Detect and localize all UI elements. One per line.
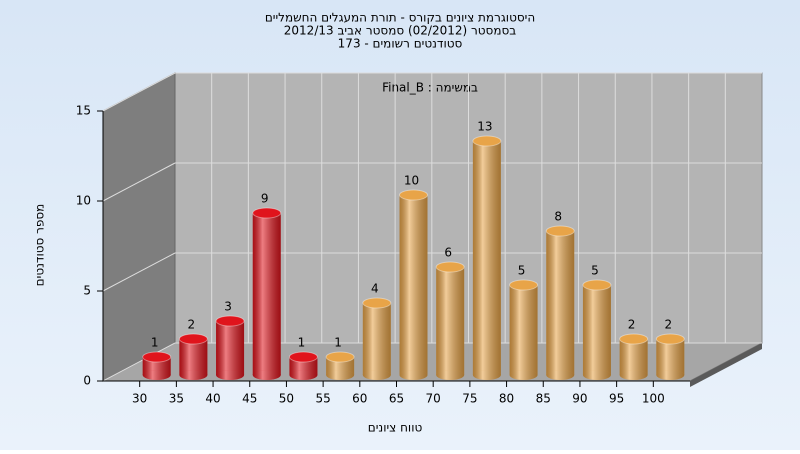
- value-label: 9: [261, 192, 269, 206]
- bar-shade: [326, 357, 355, 375]
- annotation: במשימה : Final_B: [382, 81, 478, 95]
- x-tick-label: 80: [499, 392, 514, 406]
- bar-shade: [509, 285, 538, 375]
- bar-base-shade: [252, 370, 281, 380]
- chart-title: סטודנטים רשומים - 173: [338, 37, 463, 51]
- bar-base-shade: [619, 370, 648, 380]
- grid-line: [102, 342, 176, 382]
- bar-base-shade: [179, 370, 208, 380]
- x-tick-label: 70: [426, 392, 441, 406]
- bar-base-shade: [216, 370, 245, 380]
- x-tick-label: 85: [536, 392, 551, 406]
- bar-top: [545, 225, 575, 237]
- x-tick-label: 45: [242, 392, 257, 406]
- value-label: 10: [404, 174, 419, 188]
- value-label: 3: [224, 300, 232, 314]
- chart-title: בסמסטר (02/2012) סמסטר אביב 2012/13: [284, 24, 516, 38]
- bar-shade: [216, 321, 245, 375]
- bar-shade: [252, 213, 281, 375]
- x-tick-label: 100: [642, 392, 665, 406]
- y-axis-label: מספר סטודנטים: [33, 204, 47, 287]
- x-axis-label: טווח ציונים: [368, 421, 423, 435]
- bar-shade: [399, 195, 428, 375]
- value-label: 5: [591, 264, 599, 278]
- x-tick-label: 75: [462, 392, 477, 406]
- value-label: 6: [444, 246, 452, 260]
- value-label: 2: [628, 318, 636, 332]
- x-tick-label: 90: [572, 392, 587, 406]
- x-tick-label: 95: [609, 392, 624, 406]
- x-tick-label: 50: [279, 392, 294, 406]
- bar-shade: [436, 267, 465, 375]
- grid-line: [102, 252, 176, 292]
- value-label: 1: [151, 336, 159, 350]
- bar-top: [582, 279, 612, 291]
- bar-base-shade: [289, 370, 318, 380]
- y-tick-label: 5: [83, 284, 91, 298]
- bar-base-shade: [582, 370, 611, 380]
- y-tick-label: 0: [83, 374, 91, 388]
- bar-top: [325, 351, 355, 363]
- bar-top: [362, 297, 392, 309]
- x-tick-label: 40: [205, 392, 220, 406]
- bar-shade: [142, 357, 171, 375]
- bar-top: [619, 333, 649, 345]
- value-label: 5: [518, 264, 526, 278]
- bar-top: [655, 333, 685, 345]
- chart-title: היסטוגרמת ציונים בקורס - תורת המעגלים הח…: [265, 11, 535, 25]
- grid-line: [102, 162, 176, 202]
- bar-top: [399, 189, 428, 201]
- value-label: 13: [477, 120, 492, 134]
- bar-base-shade: [509, 370, 538, 380]
- bar-base-shade: [399, 370, 428, 380]
- bar-shade: [179, 339, 208, 375]
- bar-base-shade: [326, 370, 355, 380]
- x-tick-label: 60: [352, 392, 367, 406]
- bar-top: [178, 333, 208, 345]
- bar-shade: [362, 303, 391, 375]
- bar-shade: [546, 231, 575, 375]
- bar-shade: [619, 339, 648, 375]
- bar-top: [435, 261, 465, 273]
- value-label: 2: [664, 318, 672, 332]
- bar-top: [288, 351, 318, 363]
- bar-top: [509, 279, 539, 291]
- bar-base-shade: [546, 370, 575, 380]
- x-tick-label: 30: [132, 392, 147, 406]
- bar-top: [472, 135, 502, 147]
- x-tick-label: 35: [169, 392, 184, 406]
- value-label: 4: [371, 282, 379, 296]
- x-tick-label: 55: [315, 392, 330, 406]
- bar-shade: [472, 141, 501, 375]
- value-label: 2: [188, 318, 196, 332]
- bar-base-shade: [142, 370, 171, 380]
- side-wall: [102, 72, 176, 382]
- bar-top: [142, 351, 172, 363]
- bar-shade: [289, 357, 318, 375]
- floor-edge: [690, 343, 762, 387]
- value-label: 1: [334, 336, 342, 350]
- bar-base-shade: [436, 370, 465, 380]
- titles: היסטוגרמת ציונים בקורס - תורת המעגלים הח…: [33, 11, 536, 435]
- bar-base-shade: [362, 370, 391, 380]
- value-label: 8: [554, 210, 562, 224]
- bar-shade: [656, 339, 685, 375]
- x-tick-label: 65: [389, 392, 404, 406]
- value-label: 1: [298, 336, 306, 350]
- y-tick-label: 15: [76, 104, 91, 118]
- bar-base-shade: [656, 370, 685, 380]
- bar-top: [215, 315, 245, 327]
- grid-line: [102, 72, 176, 112]
- bar-base-shade: [472, 370, 501, 380]
- bar-top: [252, 207, 282, 219]
- y-tick-label: 10: [76, 194, 91, 208]
- bar-shade: [582, 285, 611, 375]
